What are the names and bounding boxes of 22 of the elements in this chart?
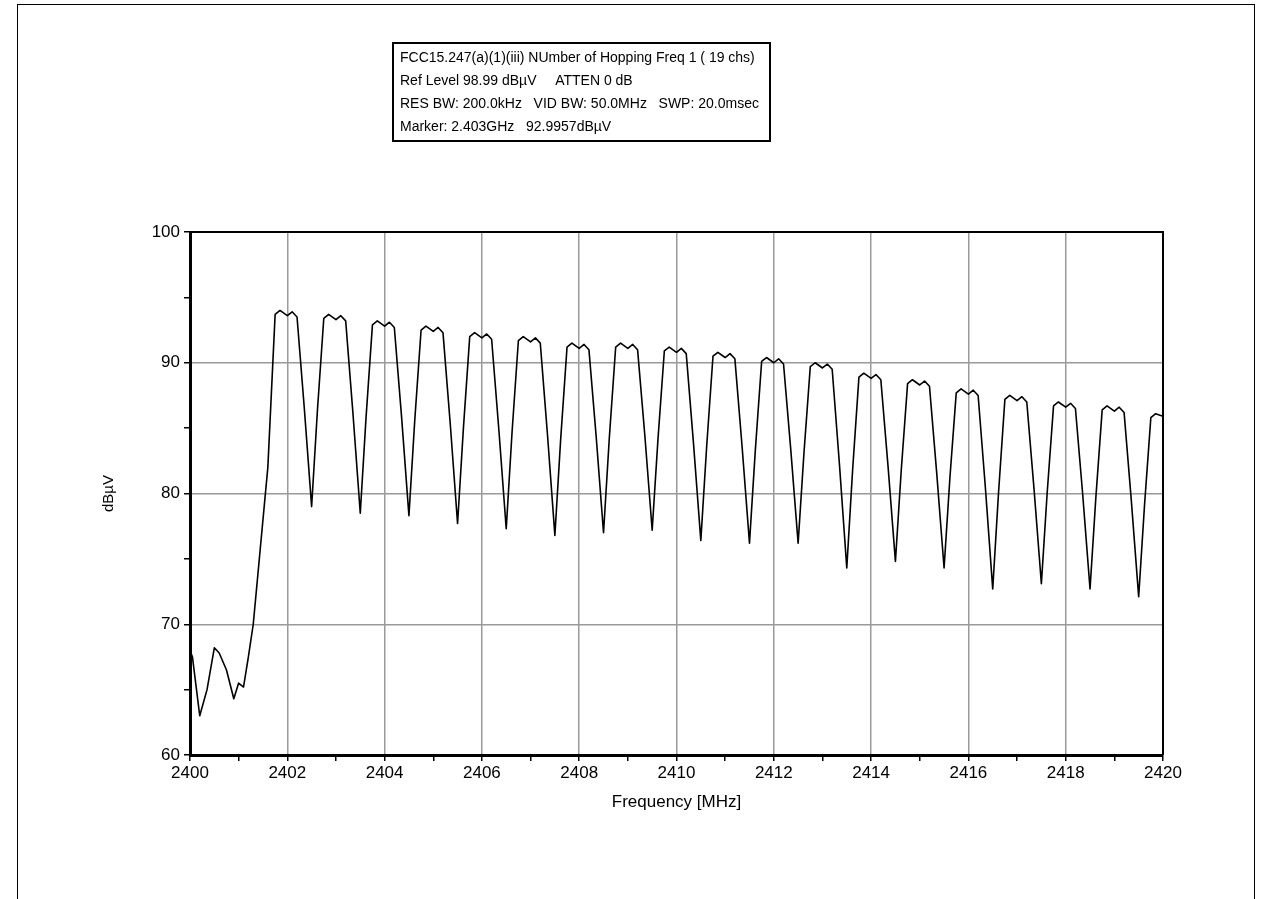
x-tick-label: 2410 xyxy=(657,762,696,782)
x-tick-label: 2408 xyxy=(560,762,599,782)
x-axis-title: Frequency [MHz] xyxy=(611,792,742,812)
x-tick-label: 2406 xyxy=(462,762,501,782)
x-tick-label: 2416 xyxy=(949,762,988,782)
x-tick-label: 2412 xyxy=(754,762,793,782)
y-tick-label: 70 xyxy=(161,613,180,633)
x-tick-label: 2418 xyxy=(1046,762,1085,782)
text: Ref Level 98.99 dBµV ATTEN 0 dB xyxy=(400,71,634,90)
y-tick-label: 60 xyxy=(161,744,180,764)
text: FCC15.247(a)(1)(iii) NUmber of Hopping Freq 1 ( 19 chs) xyxy=(400,48,756,67)
text: Marker: 2.403GHz 92.9957dBµV xyxy=(400,117,613,136)
text: RES BW: 200.0kHz VID BW: 50.0MHz SWP: 20.0msec xyxy=(400,94,759,113)
x-tick-label: 2402 xyxy=(268,762,307,782)
x-tick-label: 2400 xyxy=(171,762,209,782)
y-axis-title: dBµV xyxy=(99,475,117,512)
x-tick-label: 2414 xyxy=(852,762,891,782)
y-tick-label: 80 xyxy=(161,483,180,503)
y-tick-label: 90 xyxy=(161,352,180,372)
y-tick-label: 100 xyxy=(151,221,180,241)
x-tick-label: 2420 xyxy=(1144,762,1182,782)
x-tick-label: 2404 xyxy=(365,762,404,782)
